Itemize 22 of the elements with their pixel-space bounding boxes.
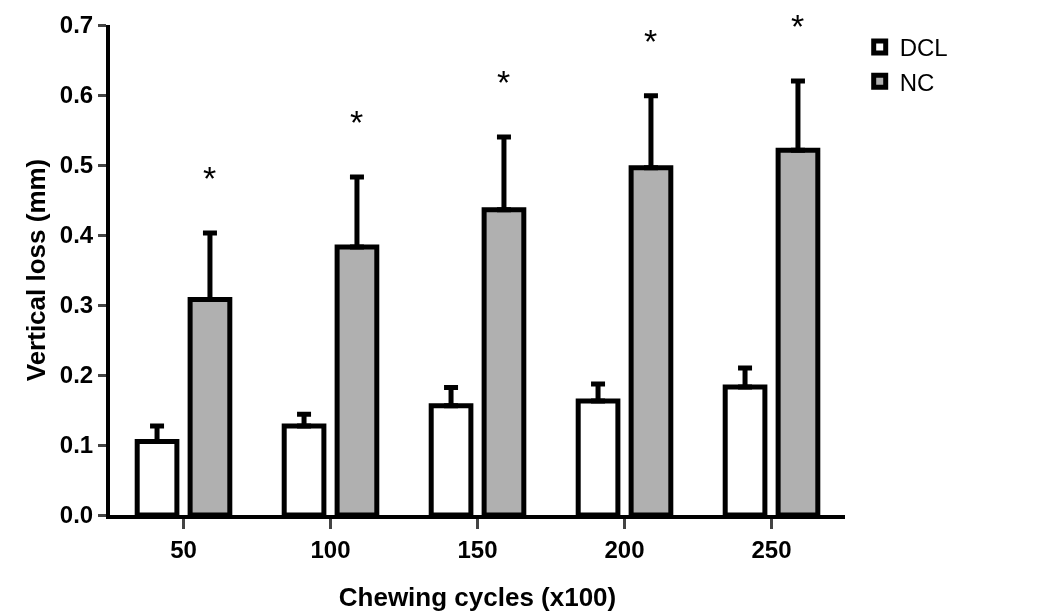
y-tick-label: 0.7 <box>59 11 94 39</box>
y-axis-title: Vertical loss (mm) <box>21 158 51 382</box>
y-tick-label: 0.0 <box>59 501 94 529</box>
annotation: * <box>497 63 511 101</box>
x-tick-label: 200 <box>604 535 645 563</box>
x-axis-title: Chewing cycles (x100) <box>338 582 617 612</box>
x-tick-label: 100 <box>310 535 351 563</box>
annotation: * <box>644 22 658 60</box>
y-tick-label: 0.3 <box>59 291 94 319</box>
annotation: * <box>203 159 217 197</box>
annotation: * <box>350 103 364 141</box>
legend-label: NC <box>899 68 935 96</box>
x-tick-label: 150 <box>457 535 498 563</box>
y-tick-label: 0.6 <box>59 81 94 109</box>
annotation: * <box>791 7 805 45</box>
x-tick-label: 50 <box>170 535 197 563</box>
legend-label: DCL <box>899 34 948 62</box>
y-tick-label: 0.1 <box>59 431 94 459</box>
y-tick-label: 0.5 <box>59 151 94 179</box>
x-tick-label: 250 <box>751 535 792 563</box>
y-tick-label: 0.4 <box>59 221 94 249</box>
y-tick-label: 0.2 <box>59 361 94 389</box>
